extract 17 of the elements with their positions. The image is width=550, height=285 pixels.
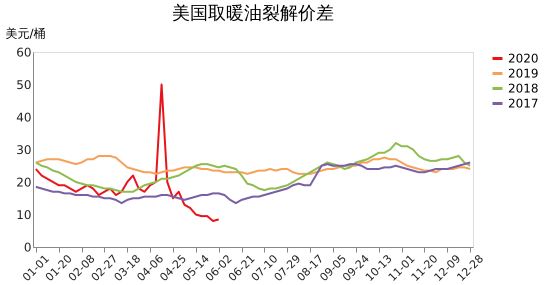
legend-label: 2018: [508, 82, 539, 96]
line-series: [34, 155, 472, 175]
y-tick-label: 30: [16, 143, 32, 157]
y-tick-label: 20: [16, 176, 32, 190]
y-tick-label: 40: [16, 110, 32, 124]
chart-title: 美国取暖油裂解价差: [172, 3, 334, 24]
legend-label: 2019: [508, 66, 539, 80]
line-series: [34, 162, 472, 204]
y-tick-label: 50: [16, 78, 32, 92]
y-axis-title: 美元/桶: [6, 26, 46, 40]
y-tick-label: 10: [16, 208, 32, 222]
y-tick-label: 0: [24, 240, 32, 254]
line-series: [34, 142, 472, 193]
y-tick-label: 60: [16, 46, 32, 60]
legend-label: 2017: [508, 96, 539, 110]
legend-label: 2020: [508, 52, 539, 66]
line-series: [34, 84, 220, 222]
